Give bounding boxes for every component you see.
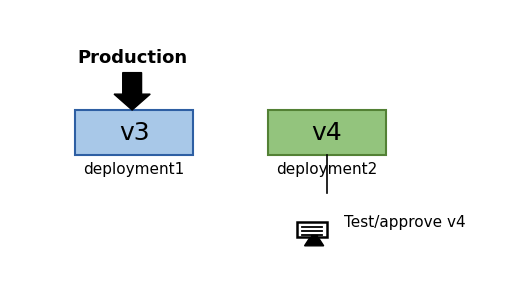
Text: Production: Production xyxy=(77,49,187,67)
FancyArrow shape xyxy=(114,73,150,110)
Text: Test/approve v4: Test/approve v4 xyxy=(344,215,466,230)
Polygon shape xyxy=(305,238,323,246)
Text: v4: v4 xyxy=(311,121,342,145)
Text: v3: v3 xyxy=(119,121,150,145)
Text: deployment1: deployment1 xyxy=(84,163,185,178)
FancyBboxPatch shape xyxy=(268,110,386,155)
FancyBboxPatch shape xyxy=(75,110,193,155)
Text: deployment2: deployment2 xyxy=(276,163,377,178)
FancyBboxPatch shape xyxy=(311,235,317,239)
FancyBboxPatch shape xyxy=(297,222,327,238)
